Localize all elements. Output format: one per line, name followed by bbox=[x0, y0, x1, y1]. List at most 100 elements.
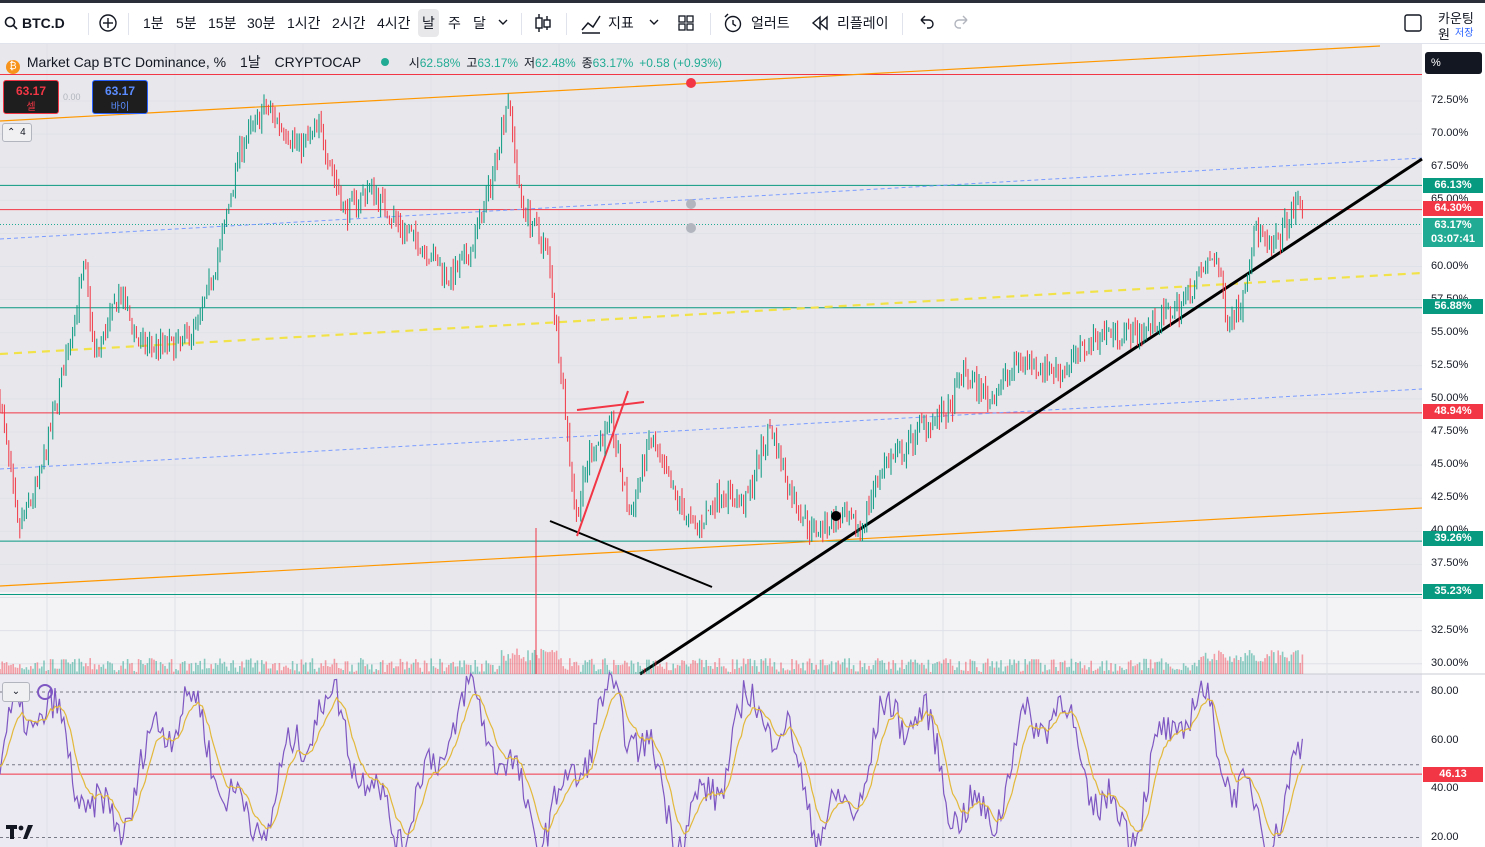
interval-1m[interactable]: 1분 bbox=[143, 15, 164, 31]
chevron-down-icon[interactable] bbox=[497, 3, 509, 43]
legend-title[interactable]: Market Cap BTC Dominance, % bbox=[26, 54, 227, 70]
volume-bar bbox=[232, 660, 234, 674]
interval-4h[interactable]: 4시간 bbox=[377, 15, 411, 31]
volume-bar bbox=[879, 660, 881, 674]
volume-bar bbox=[1273, 652, 1275, 674]
interval-day[interactable]: 날 bbox=[418, 9, 439, 37]
volume-bar bbox=[597, 669, 600, 674]
volume-bar bbox=[1121, 667, 1123, 674]
price-level-tag[interactable]: 39.26% bbox=[1423, 531, 1483, 546]
volume-bar bbox=[503, 655, 505, 674]
indicators-button[interactable]: 지표 bbox=[608, 15, 634, 31]
tradingview-logo-icon[interactable] bbox=[6, 822, 38, 847]
indicators-icon[interactable] bbox=[580, 3, 602, 43]
volume-bar bbox=[236, 671, 239, 674]
replay-icon[interactable] bbox=[810, 3, 830, 43]
save-button[interactable]: 저장 bbox=[1455, 28, 1474, 39]
volume-bar bbox=[67, 662, 69, 674]
channel-bottom-line bbox=[0, 507, 1423, 587]
divider bbox=[902, 13, 903, 35]
collapse-indicators-button[interactable]: ⌃ 4 bbox=[2, 123, 32, 142]
sell-label: 셀 bbox=[26, 102, 36, 113]
volume-bar bbox=[795, 660, 798, 674]
price-level-tag[interactable]: 64.30% bbox=[1423, 201, 1483, 216]
volume-bar bbox=[199, 660, 201, 674]
price-scale-unit-button[interactable]: % bbox=[1425, 52, 1482, 74]
rsi-collapse-button[interactable]: ⌄ bbox=[2, 682, 30, 702]
buy-button[interactable]: 63.17 바이 bbox=[92, 80, 148, 114]
rsi-ma-line bbox=[0, 692, 1303, 837]
volume-bar bbox=[960, 669, 963, 674]
volume-bar bbox=[1061, 662, 1064, 674]
volume-bar bbox=[1055, 666, 1057, 674]
price-level-tag[interactable]: 66.13% bbox=[1423, 178, 1483, 193]
volume-bar bbox=[551, 650, 553, 674]
volume-bar bbox=[16, 667, 19, 674]
volume-bar bbox=[756, 666, 758, 674]
price-level-tag[interactable]: 48.94% bbox=[1423, 404, 1483, 419]
add-symbol-icon[interactable] bbox=[98, 3, 118, 43]
volume-bar bbox=[932, 663, 934, 674]
sell-button[interactable]: 63.17 셀 bbox=[3, 80, 59, 114]
interval-15m[interactable]: 15분 bbox=[208, 15, 237, 31]
alert-button[interactable]: 얼러트 bbox=[751, 15, 790, 31]
volume-bar bbox=[630, 660, 633, 674]
interval-week[interactable]: 주 bbox=[448, 15, 461, 31]
volume-bar bbox=[346, 661, 349, 674]
volume-bar bbox=[1123, 670, 1125, 674]
rsi-value-tag[interactable]: 46.13 bbox=[1423, 767, 1483, 783]
volume-bar bbox=[971, 660, 974, 674]
volume-bar bbox=[344, 661, 347, 674]
volume-bar bbox=[1116, 670, 1119, 674]
volume-bar bbox=[408, 667, 410, 674]
replay-button[interactable]: 리플레이 bbox=[837, 15, 889, 31]
interval-5m[interactable]: 5분 bbox=[176, 15, 197, 31]
volume-bar bbox=[866, 669, 868, 674]
volume-bar bbox=[511, 653, 514, 674]
volume-bar bbox=[1251, 653, 1253, 674]
volume-bar bbox=[188, 663, 190, 674]
volume-bar bbox=[208, 668, 210, 674]
price-level-tag[interactable]: 56.88% bbox=[1423, 299, 1483, 314]
volume-bar bbox=[340, 668, 342, 674]
price-axis-tick: 52.50% bbox=[1431, 358, 1469, 371]
interval-2h[interactable]: 2시간 bbox=[332, 15, 366, 31]
search-icon[interactable] bbox=[4, 3, 18, 43]
volume-bar bbox=[498, 665, 501, 674]
volume-bar bbox=[456, 666, 459, 674]
layout-grid-icon[interactable] bbox=[676, 3, 696, 43]
alarm-clock-icon[interactable] bbox=[722, 3, 744, 43]
chevron-down-icon[interactable] bbox=[648, 3, 660, 43]
volume-bar bbox=[239, 666, 241, 674]
interval-month[interactable]: 달 bbox=[473, 15, 486, 31]
redo-icon[interactable] bbox=[952, 3, 972, 43]
volume-bar bbox=[38, 668, 41, 674]
alert-marker-icon bbox=[686, 78, 696, 88]
volume-bar bbox=[430, 658, 432, 674]
interval-30m[interactable]: 30분 bbox=[247, 15, 276, 31]
volume-bar bbox=[151, 658, 153, 674]
volume-bar bbox=[841, 662, 844, 674]
undo-icon[interactable] bbox=[916, 3, 936, 43]
low-value: 62.48% bbox=[535, 56, 576, 70]
interval-1h[interactable]: 1시간 bbox=[287, 15, 321, 31]
volume-bar bbox=[1174, 669, 1176, 674]
volume-bar bbox=[995, 661, 998, 674]
rsi-indicator-icon[interactable] bbox=[37, 684, 53, 700]
volume-bar bbox=[687, 666, 690, 674]
chart-canvas[interactable] bbox=[0, 44, 1485, 847]
price-level-tag[interactable]: 03:07:41 bbox=[1423, 232, 1483, 247]
volume-bar bbox=[1178, 669, 1180, 674]
volume-bar bbox=[804, 670, 806, 674]
price-level-tag[interactable]: 63.17% bbox=[1423, 218, 1483, 233]
candles-icon[interactable] bbox=[533, 3, 553, 43]
fullscreen-checkbox-icon[interactable] bbox=[1402, 3, 1424, 43]
volume-bar bbox=[324, 660, 327, 674]
volume-bar bbox=[298, 671, 300, 674]
volume-bar bbox=[485, 660, 487, 674]
symbol-search-button[interactable]: BTC.D bbox=[22, 15, 65, 31]
price-level-tag[interactable]: 35.23% bbox=[1423, 584, 1483, 599]
volume-bar bbox=[467, 664, 470, 674]
volume-bar bbox=[1024, 659, 1026, 674]
volume-bar bbox=[643, 668, 646, 674]
